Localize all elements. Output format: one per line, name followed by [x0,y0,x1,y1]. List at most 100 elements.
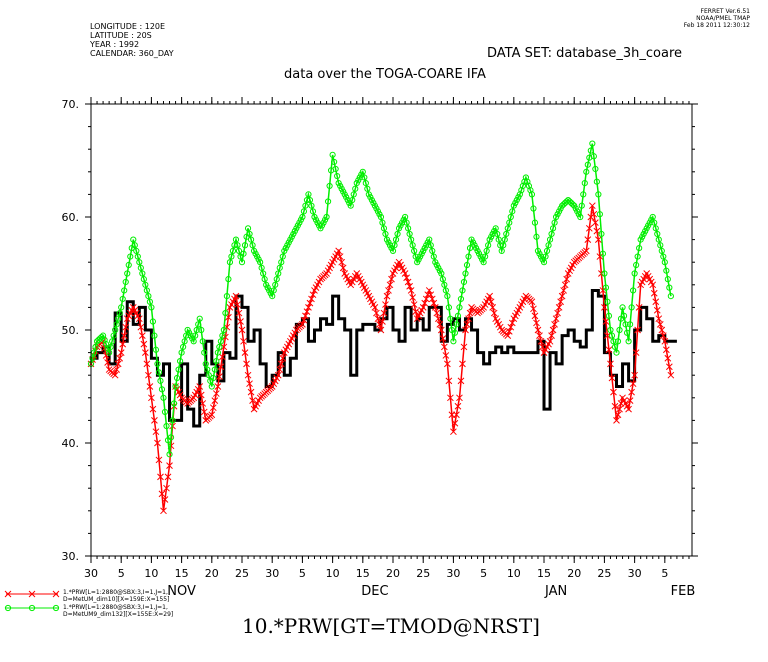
data-point-o [581,180,588,187]
data-point-o [580,191,587,198]
x-tick-label: 25 [416,567,430,580]
data-point-o [352,185,359,192]
data-point-o [222,309,229,317]
data-point-x [241,349,249,356]
data-point-x [536,332,543,340]
data-point-o [408,236,415,243]
data-point-x [528,298,536,306]
data-point-o [149,318,157,325]
data-point-o [347,202,354,209]
data-point-o [380,225,388,232]
data-point-x [145,371,152,379]
data-point-o [592,165,599,173]
data-point-o [148,304,155,311]
data-point-o [546,236,554,243]
data-point-x [434,315,442,323]
ferret-stamp: FERRET Ver.6.51 NOAA/PMEL TMAP Feb 18 20… [684,8,750,29]
data-point-o [127,253,134,260]
data-point-x [111,371,119,379]
data-point-x [409,294,416,301]
data-point-x [659,332,667,340]
data-point-o [231,242,238,249]
data-point-o [169,417,176,424]
data-point-x [629,380,637,388]
data-point-x [157,473,164,481]
data-point-o [180,343,187,351]
data-point-o [260,270,267,277]
data-point-o [303,196,311,204]
data-point-o [503,230,510,238]
data-point-x [454,402,462,410]
data-point-o [457,295,465,303]
data-point-o [507,213,514,221]
data-point-o [154,360,161,367]
dataset-label: DATA SET: database_3h_coare [487,46,683,61]
x-tick-label: 25 [597,567,611,580]
data-point-o [614,338,622,345]
data-point-x [653,306,661,314]
data-point-x [235,309,243,317]
data-point-x [530,305,537,313]
data-point-x [382,301,389,308]
data-point-o [595,191,602,198]
data-point-x [560,287,567,294]
data-point-o [131,242,138,249]
data-point-o [495,236,502,243]
y-tick-label: 40. [62,437,80,450]
data-point-o [652,225,659,232]
data-point-o [506,219,513,226]
data-point-x [300,316,308,324]
data-point-x [219,353,226,361]
data-point-x [122,323,130,331]
data-point-o [273,276,280,283]
data-point-o [225,276,232,283]
data-point-x [465,315,472,323]
data-point-o [228,253,235,260]
data-point-o [257,259,264,266]
data-point-x [160,507,167,515]
data-point-x [453,411,460,419]
data-point-x [214,383,222,390]
data-point-x [421,299,429,307]
data-point-o [258,264,265,271]
x-tick-label: 20 [386,567,400,580]
data-point-o [89,355,96,362]
data-point-o [542,253,549,260]
data-point-o [667,293,674,300]
data-point-x [379,318,386,325]
data-point-x [403,274,410,282]
data-point-o [110,332,117,339]
legend-entry-green-text: 1.*PRW[L=1:2880@SBX:3,I=1,J=1, D=MetUM9_… [63,604,173,618]
data-point-x [373,309,380,317]
data-point-x [276,366,284,373]
data-point-o [456,304,463,311]
data-point-x [608,374,616,382]
data-point-x [596,253,604,260]
data-point-o [438,270,445,277]
data-point-x [117,349,125,356]
data-point-o [158,386,166,393]
month-label-dec: DEC [361,584,388,599]
data-point-x [555,304,563,311]
data-point-x [244,371,252,379]
data-point-x [558,292,566,300]
data-point-x [138,332,146,340]
y-tick-label: 70. [62,98,80,111]
data-point-o [334,172,341,180]
data-point-x [163,484,170,492]
data-point-o [528,191,536,198]
data-point-x [531,312,539,320]
data-point-o [447,315,454,322]
data-point-x [433,309,441,317]
meta-calendar: CALENDAR: 360_DAY [90,49,174,58]
data-point-o [664,276,671,283]
data-point-o [411,247,418,254]
data-point-o [658,247,665,254]
data-point-o [331,158,338,166]
data-point-o [364,185,371,192]
data-point-x [385,287,392,294]
data-point-o [232,236,240,243]
data-point-x [486,292,494,300]
data-point-x [607,360,614,368]
